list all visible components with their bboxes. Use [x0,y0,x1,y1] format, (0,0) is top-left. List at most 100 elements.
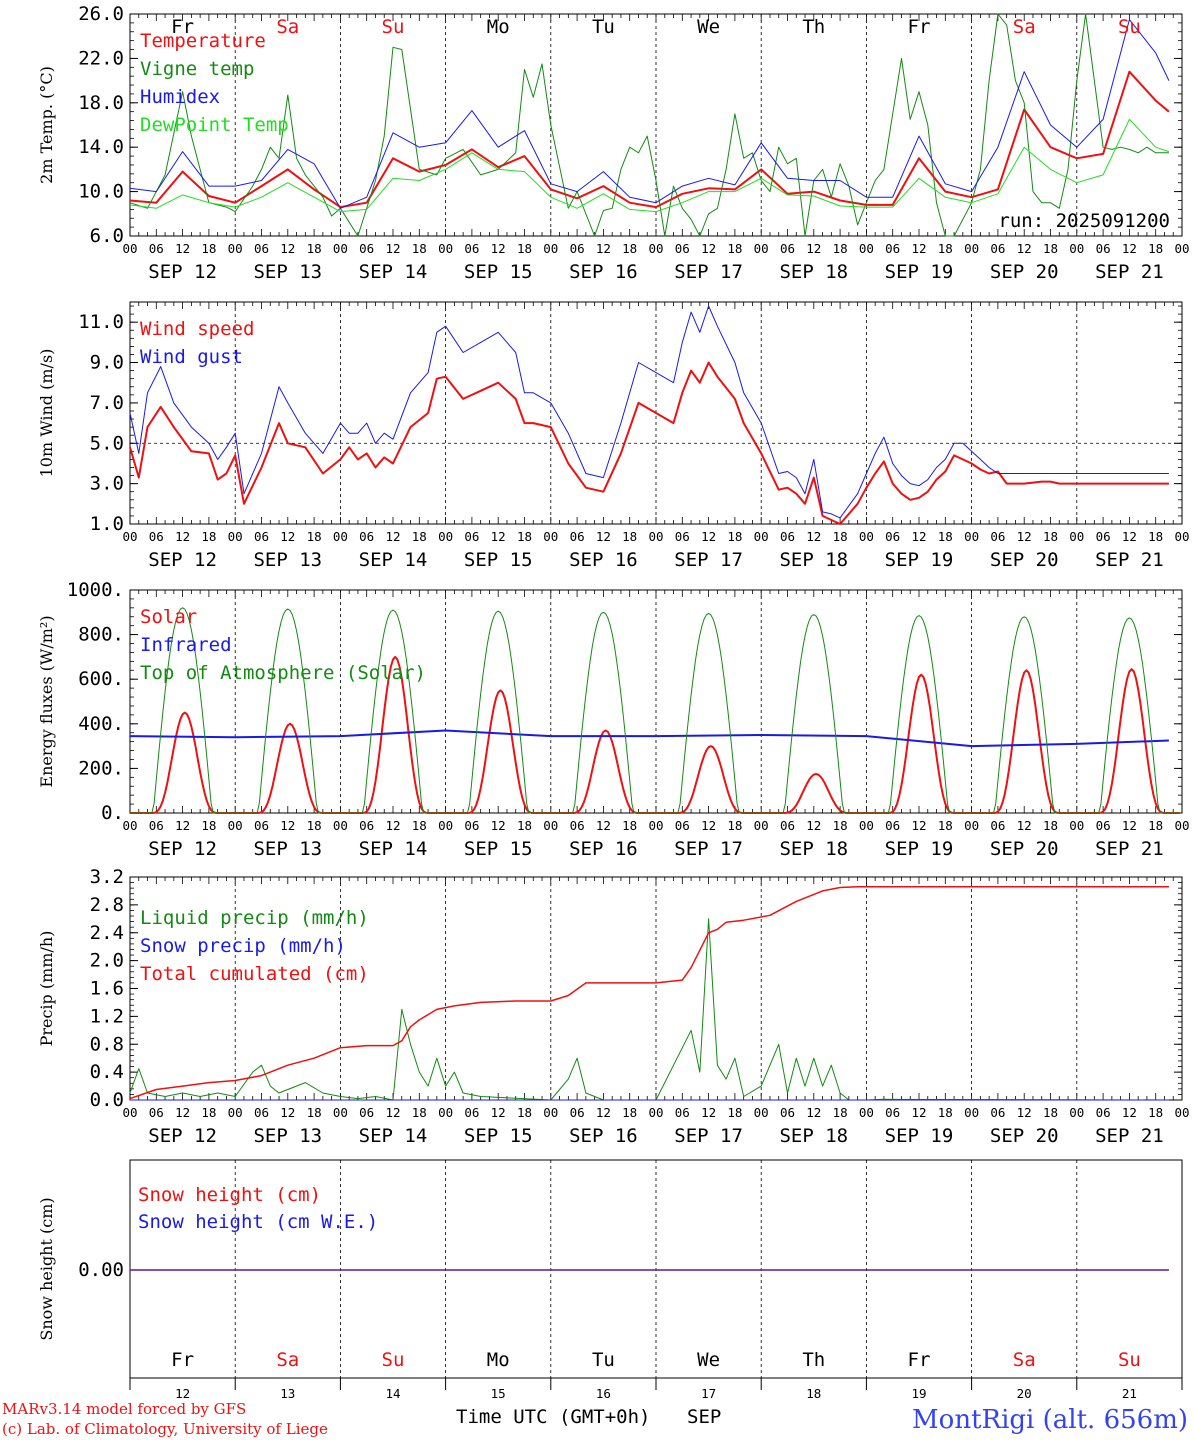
hour-label: 00 [122,1105,137,1120]
hour-label: 00 [754,241,769,256]
hour-label: 06 [359,818,374,833]
series-line-dewpoint-temp [129,118,1170,213]
hour-label: 00 [438,818,453,833]
y-tick-label: 10.0 [78,181,124,203]
hour-label: 12 [385,241,400,256]
hour-label: 12 [491,241,506,256]
y-tick-label: 0.0 [90,1089,124,1111]
y-tick-label: 600. [78,668,124,690]
date-label: SEP 21 [1095,838,1164,860]
hour-label: 06 [149,818,164,833]
date-label: SEP 13 [253,549,322,571]
hour-label: 18 [622,241,637,256]
legend-entry: Top of Atmosphere (Solar) [140,662,426,684]
day-number: 18 [806,1386,821,1401]
y-tick-label: 5.0 [90,432,124,454]
hour-label: 18 [307,818,322,833]
hour-label: 12 [1122,818,1137,833]
credit-line-1: MARv3.14 model forced by GFS [2,1400,246,1418]
date-label: SEP 15 [464,261,533,283]
legend-entry: Wind gust [140,346,243,368]
y-tick-label: 400. [78,713,124,735]
date-label: SEP 12 [148,549,217,571]
x-axis-month: SEP [687,1406,721,1428]
hour-label: 00 [228,818,243,833]
weekday-label: Th [802,16,825,38]
date-label: SEP 17 [674,261,743,283]
panel-4 [129,876,1183,1101]
hour-label: 06 [780,529,795,544]
hour-label: 18 [833,241,848,256]
hour-label: 00 [1174,1105,1189,1120]
hour-label: 12 [596,1105,611,1120]
hour-label: 00 [438,241,453,256]
hour-label: 00 [648,241,663,256]
hour-label: 18 [727,529,742,544]
date-label: SEP 13 [253,838,322,860]
hour-label: 00 [122,529,137,544]
weekday-label: Su [382,16,405,38]
station-name: MontRigi (alt. 656m) [912,1405,1188,1435]
hour-label: 12 [1017,241,1032,256]
day-number: 20 [1017,1386,1032,1401]
hour-label: 12 [385,818,400,833]
hour-label: 18 [412,818,427,833]
legend-entry: Liquid precip (mm/h) [140,907,369,929]
date-label: SEP 20 [990,1125,1059,1147]
hour-label: 06 [780,241,795,256]
y-tick-label: 1000. [67,579,124,601]
date-label: SEP 13 [253,1125,322,1147]
hour-label: 00 [964,818,979,833]
run-annotation: run: 2025091200 [998,210,1170,232]
hour-label: 06 [570,529,585,544]
y-axis-label: 10m Wind (m/s) [37,349,56,478]
hour-label: 00 [1174,529,1189,544]
series-line-total-cumulated-cm- [129,886,1169,1100]
legend-entry: Wind speed [140,318,254,340]
legend-entry: Snow height (cm) [138,1184,321,1206]
legend-entry: Temperature [140,30,266,52]
hour-label: 18 [201,241,216,256]
hour-label: 18 [727,1105,742,1120]
hour-label: 18 [517,241,532,256]
y-tick-label: 1.2 [90,1005,124,1027]
hour-label: 00 [333,1105,348,1120]
credit-line-2: (c) Lab. of Climatology, University of L… [2,1420,328,1438]
hour-label: 18 [1043,1105,1058,1120]
hour-label: 00 [754,818,769,833]
hour-label: 06 [254,818,269,833]
hour-label: 06 [1096,818,1111,833]
date-label: SEP 17 [674,1125,743,1147]
date-label: SEP 17 [674,549,743,571]
legend-entry: Humidex [140,86,220,108]
weekday-label: Tu [592,1349,615,1371]
y-tick-label: 14.0 [78,136,124,158]
hour-label: 00 [648,529,663,544]
day-number: 14 [385,1386,400,1401]
hour-label: 12 [911,529,926,544]
hour-label: 12 [175,1105,190,1120]
hour-label: 18 [1148,1105,1163,1120]
hour-label: 12 [806,241,821,256]
legend-entry: Infrared [140,634,232,656]
hour-label: 18 [201,818,216,833]
hour-label: 18 [201,529,216,544]
hour-label: 12 [596,241,611,256]
hour-label: 06 [359,1105,374,1120]
hour-label: 00 [1174,241,1189,256]
hour-label: 18 [307,529,322,544]
hour-label: 12 [491,818,506,833]
hour-label: 12 [911,241,926,256]
date-label: SEP 18 [779,1125,848,1147]
hour-label: 06 [1096,1105,1111,1120]
hour-label: 06 [149,241,164,256]
y-axis-label: Energy fluxes (W/m²) [37,615,56,787]
series-line-wind-speed [129,361,1169,525]
date-label: SEP 20 [990,261,1059,283]
date-label: SEP 15 [464,838,533,860]
hour-label: 18 [833,1105,848,1120]
hour-label: 12 [175,818,190,833]
hour-label: 12 [385,1105,400,1120]
hour-label: 06 [1096,241,1111,256]
hour-label: 00 [543,529,558,544]
